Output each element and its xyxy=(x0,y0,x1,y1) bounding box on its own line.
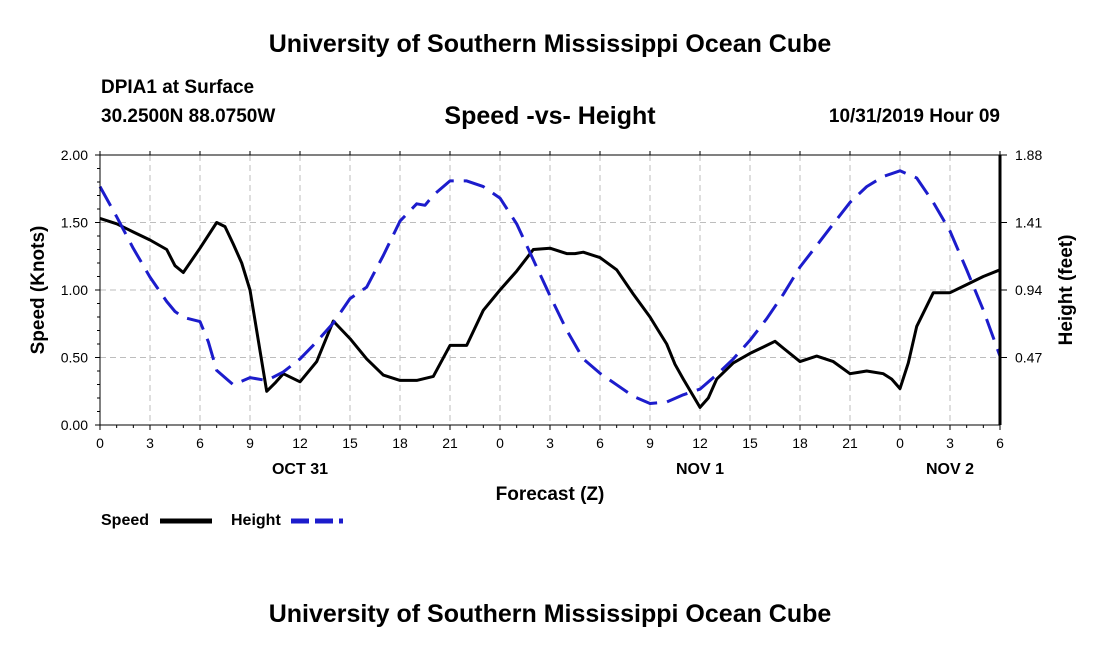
x-tick-label: 9 xyxy=(246,435,254,451)
series-line-speed xyxy=(99,216,1001,409)
y2-axis-title: Height (feet) xyxy=(1056,235,1077,346)
x-tick-label: 21 xyxy=(842,435,858,451)
chart-series xyxy=(98,169,1002,409)
x-tick-label: 9 xyxy=(646,435,654,451)
y2-tick-label: 1.88 xyxy=(1015,147,1042,163)
x-tick-label: 15 xyxy=(342,435,358,451)
x-axis-title: Forecast (Z) xyxy=(496,484,605,505)
x-date-label: NOV 1 xyxy=(676,461,724,478)
x-tick-label: 6 xyxy=(996,435,1004,451)
y-tick-label: 1.00 xyxy=(61,282,88,298)
x-tick-label: 21 xyxy=(442,435,458,451)
x-tick-label: 12 xyxy=(692,435,708,451)
chart-title: Speed -vs- Height xyxy=(444,102,656,130)
chart-grid xyxy=(100,155,1000,425)
x-tick-label: 3 xyxy=(146,435,154,451)
legend: Speed Height xyxy=(101,512,343,529)
x-tick-label: 18 xyxy=(792,435,808,451)
y2-tick-label: 0.94 xyxy=(1015,282,1042,298)
x-tick-label: 6 xyxy=(596,435,604,451)
y-axis-right: 0.47 0.94 1.41 1.88 xyxy=(1000,147,1042,366)
x-tick-label: 18 xyxy=(392,435,408,451)
x-tick-label: 0 xyxy=(496,435,504,451)
y-tick-label: 0.50 xyxy=(61,350,88,366)
y2-tick-label: 0.47 xyxy=(1015,350,1042,366)
coordinates-label: 30.2500N 88.0750W xyxy=(101,106,276,127)
station-label: DPIA1 at Surface xyxy=(101,77,255,98)
x-tick-label: 12 xyxy=(292,435,308,451)
y-axis-left: 0.00 0.50 1.00 1.50 2.00 xyxy=(61,147,100,433)
series-line-height xyxy=(98,169,1002,405)
x-axis: 0 3 6 9 12 15 18 21 0 3 6 9 12 15 18 21 0 3 6 OCT 31 NOV 1 NO… xyxy=(96,151,1004,478)
page-title: University of Southern Mississippi Ocean… xyxy=(268,30,832,58)
axis-labels: Forecast (Z) Speed (Knots) Height (feet) xyxy=(28,226,1077,505)
x-tick-label: 3 xyxy=(946,435,954,451)
x-tick-label: 15 xyxy=(742,435,758,451)
x-tick-label: 0 xyxy=(96,435,104,451)
footer-title: University of Southern Mississippi Ocean… xyxy=(268,600,832,628)
y-tick-label: 0.00 xyxy=(61,417,88,433)
x-date-label: NOV 2 xyxy=(926,461,974,478)
legend-label-height: Height xyxy=(231,512,281,529)
forecast-datetime: 10/31/2019 Hour 09 xyxy=(828,106,1000,127)
x-date-label: OCT 31 xyxy=(272,461,328,478)
legend-label-speed: Speed xyxy=(101,512,149,529)
x-tick-label: 0 xyxy=(896,435,904,451)
y-tick-label: 1.50 xyxy=(61,215,88,231)
y2-tick-label: 1.41 xyxy=(1015,215,1042,231)
y-axis-title: Speed (Knots) xyxy=(28,226,49,355)
y-tick-label: 2.00 xyxy=(61,147,88,163)
x-tick-label: 3 xyxy=(546,435,554,451)
x-tick-label: 6 xyxy=(196,435,204,451)
